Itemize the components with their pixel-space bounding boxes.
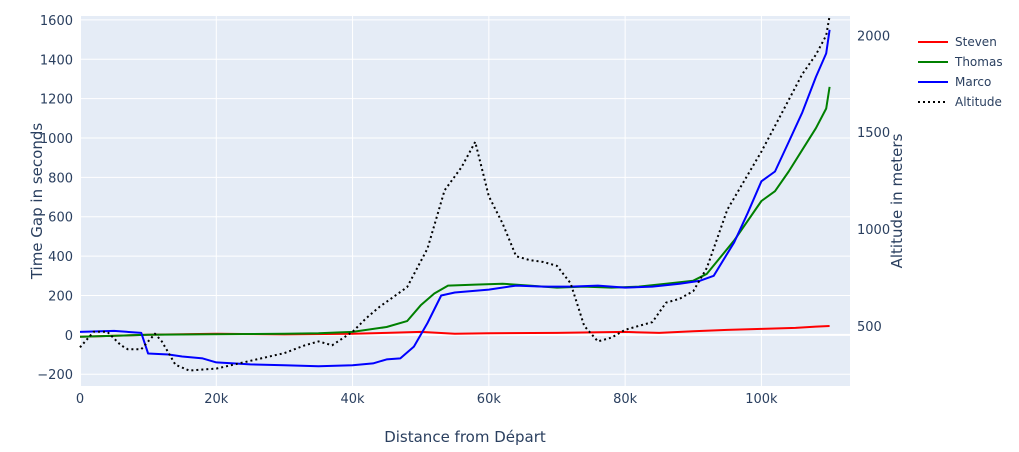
y2-tick-label: 1000 bbox=[857, 223, 890, 238]
y2-axis-ticks: 500 1000 1500 2000 bbox=[857, 29, 890, 335]
y-tick-label: 0 bbox=[65, 329, 73, 344]
legend: Steven Thomas Marco Altitude bbox=[918, 35, 1003, 109]
y2-tick-label: 1500 bbox=[857, 126, 890, 141]
y-tick-label: 200 bbox=[48, 289, 73, 304]
series-line-marco bbox=[79, 29, 831, 368]
legend-label-steven[interactable]: Steven bbox=[955, 35, 997, 49]
series-line-altitude bbox=[79, 15, 831, 372]
legend-label-thomas[interactable]: Thomas bbox=[954, 55, 1003, 69]
x-tick-label: 0 bbox=[76, 392, 84, 407]
y-tick-label: 800 bbox=[48, 171, 73, 186]
y2-tick-label: 2000 bbox=[857, 29, 890, 44]
x-tick-label: 60k bbox=[477, 392, 502, 407]
x-tick-label: 80k bbox=[613, 392, 638, 407]
series-layer bbox=[79, 15, 831, 372]
y-tick-label: 600 bbox=[48, 211, 73, 226]
y-tick-label: 1600 bbox=[40, 14, 73, 29]
y2-tick-label: 500 bbox=[857, 320, 882, 335]
y-tick-label: −200 bbox=[37, 368, 73, 383]
legend-label-altitude[interactable]: Altitude bbox=[955, 95, 1002, 109]
plot-area bbox=[80, 16, 850, 386]
y-tick-label: 400 bbox=[48, 250, 73, 265]
y2-axis-title: Altitude in meters bbox=[888, 133, 906, 268]
x-axis-ticks: 0 20k 40k 60k 80k 100k bbox=[76, 392, 778, 407]
x-tick-label: 20k bbox=[204, 392, 229, 407]
y-tick-label: 1000 bbox=[40, 132, 73, 147]
x-tick-label: 40k bbox=[341, 392, 366, 407]
x-axis-title: Distance from Départ bbox=[384, 428, 546, 446]
y-tick-label: 1200 bbox=[40, 93, 73, 108]
x-tick-label: 100k bbox=[745, 392, 778, 407]
y-tick-label: 1400 bbox=[40, 53, 73, 68]
legend-label-marco[interactable]: Marco bbox=[955, 75, 991, 89]
y-axis-ticks: −200 0 200 400 600 800 1000 1200 1400 1600 bbox=[37, 14, 73, 383]
y-axis-title: Time Gap in seconds bbox=[28, 123, 46, 281]
